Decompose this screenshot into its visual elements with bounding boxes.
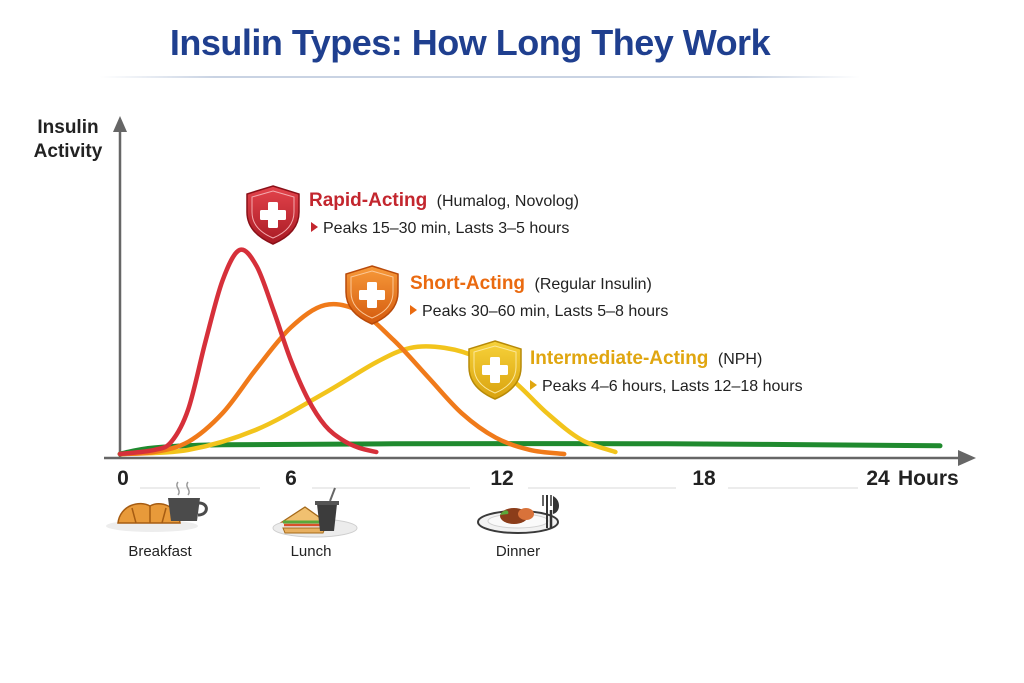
x-axis-label: Hours [898,467,959,490]
caret-right-icon [530,380,537,390]
meal-lunch: Lunch [272,487,358,560]
x-tick-label: 12 [490,467,513,490]
y-axis-arrow [113,116,127,132]
svg-text:Short-Acting (Regular: Short-Acting (Regular Insulin) [410,273,652,294]
series-name: Short-Acting [410,273,525,294]
caret-right-icon [311,222,318,232]
shield-cross-icon [246,185,300,245]
svg-text:Intermediate-Acting (N: Intermediate-Acting (NPH) [530,348,762,369]
y-axis-label-line1: Insulin [37,117,98,138]
series-layer [117,247,943,457]
series-name: Rapid-Acting [309,190,427,211]
series-brand: (NPH) [718,351,762,368]
x-axis-ticks: 0 6 12 18 24 Hours [117,467,959,490]
series-detail: Peaks 4–6 hours, Lasts 12–18 hours [542,378,803,395]
title-divider [100,76,860,78]
meal-label: Dinner [496,543,540,560]
shield-cross-icon [468,340,522,400]
x-tick-label: 18 [692,467,716,490]
breakfast-icon [106,481,208,532]
series-line-intermediate-acting [117,344,618,457]
meal-breakfast: Breakfast [106,481,208,560]
annotation-rapid: Rapid-Acting (Humalog, Novolog) Peaks 15… [246,185,579,245]
y-axis-label-line2: Activity [34,141,103,162]
meal-label: Breakfast [128,543,192,560]
series-line-short-acting [117,301,567,457]
meal-label: Lunch [291,543,332,560]
caret-right-icon [410,305,417,315]
series-brand: (Humalog, Novolog) [437,193,579,210]
shield-cross-icon [345,265,399,325]
svg-text:Rapid-Acting (Humalog,: Rapid-Acting (Humalog, Novolog) [309,190,579,211]
lunch-icon [272,487,358,538]
x-axis-arrow [958,450,976,466]
meal-dinner: Dinner [477,495,559,560]
series-brand: (Regular Insulin) [535,276,652,293]
series-detail: Peaks 15–30 min, Lasts 3–5 hours [323,220,569,237]
chart-title: Insulin Types: How Long They Work [169,22,771,63]
annotation-short: Short-Acting (Regular Insulin) Peaks 30–… [345,265,668,325]
x-tick-label: 24 [866,467,890,490]
series-detail: Peaks 30–60 min, Lasts 5–8 hours [422,303,668,320]
series-name: Intermediate-Acting [530,348,708,369]
x-tick-label: 6 [285,467,297,490]
dinner-icon [477,495,559,534]
axes [104,116,976,466]
series-line-rapid-acting [117,247,379,457]
x-tick-label: 0 [117,467,129,490]
annotation-intermediate: Intermediate-Acting (NPH) Peaks 4–6 hour… [468,340,803,400]
